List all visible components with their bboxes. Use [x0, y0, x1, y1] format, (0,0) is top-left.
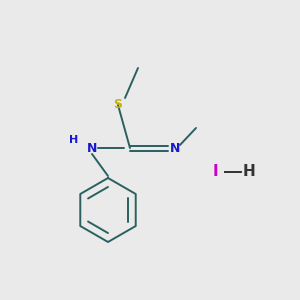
- Text: H: H: [69, 135, 79, 145]
- Text: H: H: [243, 164, 255, 179]
- Text: I: I: [212, 164, 218, 179]
- Text: N: N: [87, 142, 97, 154]
- Text: N: N: [170, 142, 180, 154]
- Text: S: S: [113, 98, 122, 112]
